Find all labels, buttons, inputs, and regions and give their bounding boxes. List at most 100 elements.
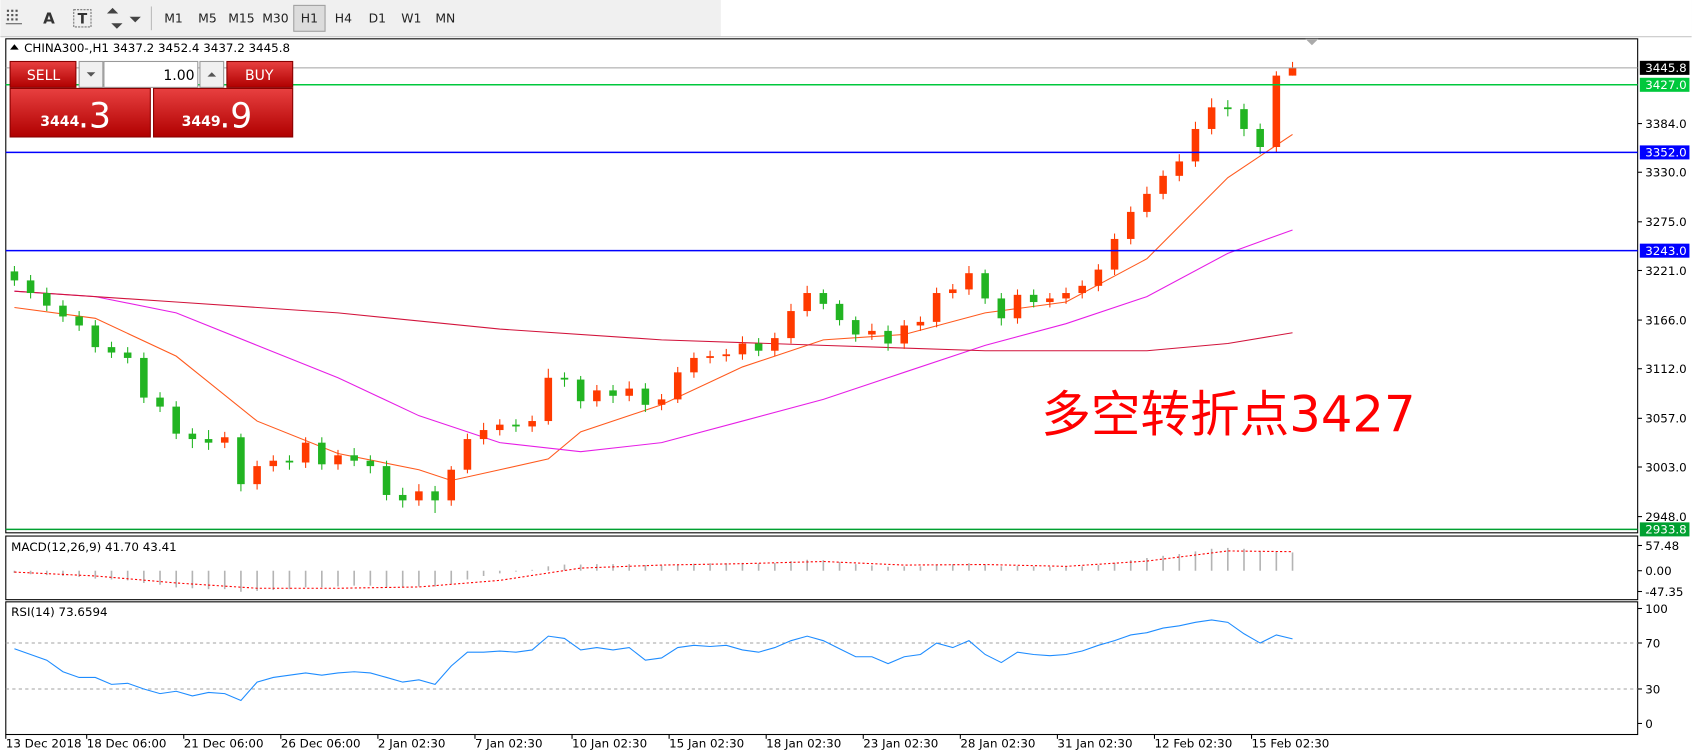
level-label-box — [1639, 77, 1690, 92]
candle-body — [107, 347, 116, 353]
candle-body — [463, 439, 472, 470]
candle-body — [59, 305, 67, 317]
one-click-panel: SELL 1.00 BUY 3444 .3 3449 .9 — [9, 60, 294, 138]
candle-body — [771, 338, 779, 351]
label-tool-frame — [73, 9, 92, 28]
x-tick-label: 28 Jan 02:30 — [960, 736, 1035, 750]
x-tick-label: 12 Feb 02:30 — [1154, 736, 1232, 750]
candle-body — [398, 494, 407, 501]
candle-body — [576, 379, 585, 402]
timeframe-label[interactable]: W1 — [401, 11, 421, 26]
timeframe-label[interactable]: D1 — [369, 11, 386, 26]
candle-body — [156, 397, 164, 407]
level-label-box — [1639, 145, 1690, 160]
candle-body — [1224, 107, 1232, 110]
buy-price-main[interactable]: 3449 — [182, 114, 221, 130]
label-tool[interactable]: T — [78, 12, 88, 28]
candle-body — [285, 460, 294, 463]
level-label-box — [1639, 522, 1690, 537]
candle-body — [1207, 107, 1216, 129]
candle-body — [916, 321, 925, 326]
rsi-panel — [5, 601, 1639, 736]
y-tick-label: 3112.0 — [1645, 362, 1687, 376]
header-arrow[interactable] — [10, 44, 19, 50]
candle-body — [738, 343, 747, 355]
sell-label[interactable]: SELL — [27, 68, 61, 84]
y-tick-label: -47.35 — [1645, 585, 1683, 599]
arrows-tool[interactable] — [106, 7, 141, 29]
candle-body — [496, 424, 504, 431]
candle-body — [75, 316, 83, 326]
candle-body — [1288, 67, 1297, 76]
candle-body — [204, 439, 213, 443]
y-tick-label: 3384.0 — [1645, 117, 1687, 131]
timeframe-label[interactable]: M15 — [228, 11, 254, 26]
volume-input[interactable] — [103, 60, 199, 88]
candle-body — [1191, 128, 1200, 162]
candle-body — [868, 330, 876, 335]
timeframe-label[interactable]: MN — [435, 11, 455, 26]
candle-body — [1272, 75, 1281, 148]
candle-body — [593, 390, 601, 402]
timeframe-label[interactable]: M1 — [164, 11, 183, 26]
y-tick-label: 3221.0 — [1645, 264, 1687, 278]
current-price-box — [1639, 60, 1690, 75]
candle-body — [1062, 293, 1070, 299]
sell-price-pips[interactable]: .3 — [78, 96, 111, 136]
x-tick-label: 26 Dec 06:00 — [281, 736, 361, 750]
candle-body — [625, 388, 633, 396]
timeframe-label[interactable]: H4 — [335, 11, 352, 26]
candle-body — [301, 442, 310, 463]
candle-body — [997, 298, 1006, 319]
grid-icon[interactable] — [5, 9, 22, 25]
candle-body — [965, 273, 973, 290]
candle-body — [1240, 109, 1248, 129]
candle-body — [1013, 294, 1022, 319]
timeframe-label[interactable]: H1 — [301, 11, 318, 26]
candle-body — [1094, 269, 1103, 286]
candle-body — [334, 455, 342, 465]
candle-body — [43, 293, 51, 306]
chart-shift-marker[interactable] — [1305, 38, 1319, 46]
buy-price-box[interactable] — [153, 87, 294, 138]
buy-label[interactable]: BUY — [245, 68, 274, 84]
x-tick-label: 18 Jan 02:30 — [766, 736, 841, 750]
y-tick-label: 0.00 — [1645, 564, 1671, 578]
candle-body — [1110, 238, 1119, 270]
candle-body — [690, 357, 698, 373]
candle-body — [835, 303, 844, 321]
buy-button[interactable] — [226, 60, 294, 88]
sell-price-main[interactable]: 3444 — [40, 114, 79, 130]
x-tick-label: 2 Jan 02:30 — [378, 736, 446, 750]
volume-value[interactable]: 1.00 — [163, 68, 194, 84]
volume-down-arrow — [86, 72, 96, 77]
candle-body — [932, 293, 941, 322]
candle-body — [382, 466, 391, 495]
moving-average — [14, 229, 1293, 453]
candle-body — [269, 460, 278, 467]
macd-header: MACD(12,26,9) 41.70 43.41 — [11, 540, 177, 554]
candle-body — [657, 399, 666, 405]
candle-body — [253, 466, 261, 485]
buy-price-pips[interactable]: .9 — [219, 96, 252, 136]
x-tick-label: 18 Dec 06:00 — [87, 736, 167, 750]
candle-body — [220, 437, 229, 443]
timeframe-button[interactable] — [293, 4, 326, 32]
y-tick-label: 0 — [1645, 717, 1653, 731]
sell-button[interactable] — [9, 60, 77, 88]
x-tick-label: 15 Feb 02:30 — [1252, 736, 1330, 750]
candle-body — [1143, 193, 1151, 212]
sell-price-box[interactable] — [9, 87, 151, 138]
candle-body — [803, 293, 811, 312]
price-header: CHINA300-,H1 3437.2 3452.4 3437.2 3445.8 — [24, 41, 290, 55]
timeframe-label[interactable]: M5 — [198, 11, 217, 26]
timeframe-label[interactable]: M30 — [262, 11, 289, 26]
candle-body — [787, 311, 795, 339]
candle-body — [1046, 298, 1054, 303]
text-tool[interactable]: A — [43, 10, 55, 28]
x-tick-label: 23 Jan 02:30 — [863, 736, 938, 750]
candle-body — [706, 356, 714, 358]
candle-body — [900, 325, 909, 344]
timeframe-bar: M1 M5 M15 M30 H1 H4 D1 W1 MN — [164, 4, 455, 32]
candle-body — [318, 442, 326, 465]
